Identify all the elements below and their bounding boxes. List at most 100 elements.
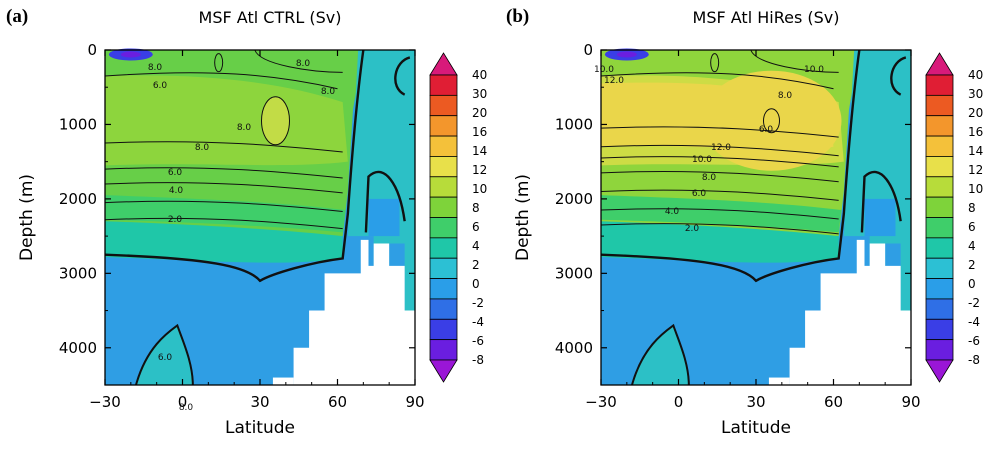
colorbar-label: 8 (472, 201, 480, 215)
contour-label: 6.0 (692, 189, 707, 199)
contour-line (104, 72, 338, 90)
colorbar-swatch (429, 298, 458, 320)
contour-label: 8.0 (778, 91, 793, 101)
colorbar-label: 12 (968, 163, 983, 177)
contour-label: 12.0 (711, 143, 731, 153)
max-overturning-band (601, 82, 834, 150)
panel-label: (b) (506, 6, 530, 27)
y-tick-label: 1000 (59, 115, 97, 133)
x-tick-label: 60 (328, 393, 347, 411)
contour-line (600, 170, 839, 183)
colorbar-label: -6 (472, 334, 484, 348)
colorbar-label: 14 (968, 144, 983, 158)
contour-line (600, 156, 839, 168)
contour-label: 12.0 (604, 76, 624, 86)
msf-chart: 8.0 6.0 8.0 8.0 8.0 8.0 6.0 4.0 2.0 6.0 8.0 −30 0 30 6… (17, 41, 487, 438)
transition-region (601, 221, 839, 263)
contour-label: 10.0 (692, 155, 712, 165)
colorbar-swatch (429, 94, 458, 117)
zero-contour (364, 56, 411, 233)
transition-region (105, 221, 343, 263)
arctic-region (843, 50, 911, 311)
arctic-region (347, 50, 415, 311)
colorbar-label: -8 (968, 353, 980, 367)
contour-field (601, 48, 911, 385)
colorbar: -8 -6 -4 -2 0 2 4 6 8 10 12 14 16 20 30 40 (429, 52, 487, 383)
bottom-water (632, 325, 689, 385)
zero-contour (104, 49, 365, 283)
colorbar-label: 6 (968, 220, 976, 234)
contour-lines (104, 49, 411, 386)
colorbar-swatch (925, 298, 954, 320)
colorbar-swatch (429, 278, 458, 300)
zero-contour (600, 49, 861, 283)
contour-line (600, 126, 839, 138)
contour-line (750, 49, 839, 73)
colorbar-swatch (925, 217, 954, 239)
colorbar-label: -4 (472, 315, 484, 329)
seafloor-mask (293, 239, 415, 385)
colorbar-label: 2 (968, 258, 976, 272)
contour-line (600, 144, 839, 157)
y-tick-label: 3000 (59, 264, 97, 282)
max-overturning (261, 96, 290, 145)
colorbar-swatch (925, 318, 954, 341)
colorbar-label: 12 (472, 163, 487, 177)
colorbar-swatch (429, 156, 458, 178)
contour-line (104, 182, 343, 194)
surface-cell-core (616, 51, 637, 58)
colorbar-label: 20 (968, 106, 983, 120)
chart-title: MSF Atl HiRes (Sv) (692, 8, 840, 27)
y-tick-label: 4000 (555, 339, 593, 357)
contour-label: 6.0 (759, 125, 774, 135)
colorbar-swatch (429, 135, 458, 157)
colorbar-swatch (925, 115, 954, 137)
colorbar-swatch (925, 257, 954, 279)
colorbar-extend-min (429, 359, 458, 383)
colorbar-swatch (925, 278, 954, 300)
colorbar-label: 14 (472, 144, 487, 158)
panel-b: (b) MSF Atl HiRes (Sv) 10.0 12.0 10.0 8.0 6.… (496, 0, 991, 463)
x-tick-label: −30 (585, 393, 617, 411)
colorbar-swatch (925, 176, 954, 198)
colorbar-label: -2 (472, 296, 484, 310)
contour-line (104, 141, 343, 153)
contour-line (710, 53, 720, 73)
contour-label: 10.0 (594, 65, 614, 75)
surface-cell-core (120, 51, 141, 58)
colorbar-label: 16 (472, 125, 487, 139)
colorbar-swatch (429, 115, 458, 137)
colorbar: -8 -6 -4 -2 0 2 4 6 8 10 12 14 16 20 30 40 (925, 52, 983, 383)
colorbar-label: 10 (968, 182, 983, 196)
colorbar-label: 6 (472, 220, 480, 234)
x-tick-label: 0 (674, 393, 684, 411)
colorbar-label: 2 (472, 258, 480, 272)
x-tick-label: 30 (250, 393, 269, 411)
colorbar-swatch (925, 156, 954, 178)
colorbar-swatch (429, 237, 458, 259)
colorbar-label: 40 (968, 68, 983, 82)
contour-label: 2.0 (685, 224, 700, 234)
contour-label: 8.0 (296, 59, 311, 69)
colorbar-label: -4 (968, 315, 980, 329)
contour-line (214, 53, 224, 73)
contour-line (104, 217, 343, 230)
colorbar-label: 30 (472, 87, 487, 101)
x-axis-label: Latitude (721, 418, 791, 438)
colorbar-swatch (925, 94, 954, 117)
colorbar-swatch (925, 237, 954, 259)
y-axis-label: Depth (m) (17, 174, 37, 261)
x-tick-label: 0 (178, 393, 188, 411)
colorbar-swatch (925, 196, 954, 218)
contour-label: 6.0 (168, 168, 183, 178)
contour-line (254, 49, 343, 73)
contour-label: 4.0 (169, 186, 184, 196)
contour-line (135, 323, 194, 386)
panel-a: (a) MSF Atl CTRL (Sv) 8.0 6.0 8.0 8.0 8.0 8.0… (0, 0, 495, 463)
contour-label: 6.0 (153, 81, 168, 91)
contour-line (261, 96, 290, 146)
x-tick-label: 90 (405, 393, 424, 411)
seafloor-step (768, 377, 790, 385)
colorbar-swatch (429, 339, 458, 361)
contour-label: 2.0 (168, 215, 183, 225)
